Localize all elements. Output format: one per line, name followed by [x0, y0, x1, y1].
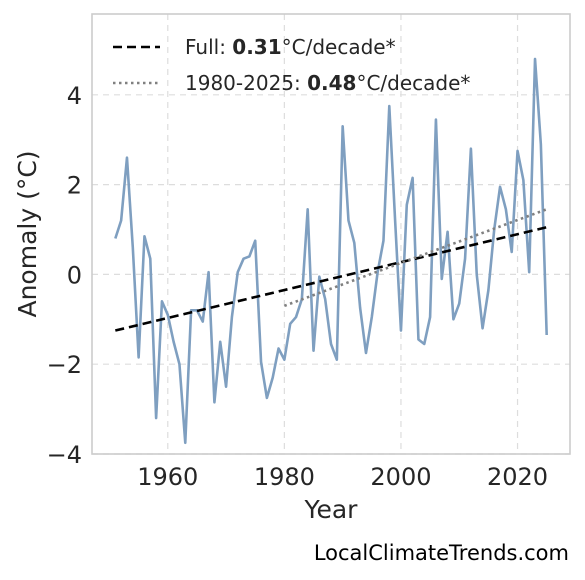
y-tick-label: −4: [47, 441, 82, 469]
recent-trend-line: [283, 208, 548, 308]
x-tick-label: 2020: [487, 463, 548, 491]
legend-label-suffix: °C/decade*: [356, 71, 470, 95]
y-axis-label: Anomaly (°C): [13, 150, 42, 317]
y-tick-label: 0: [67, 261, 82, 289]
x-tick-label: 1980: [254, 463, 315, 491]
legend-label-prefix: 1980-2025:: [185, 71, 307, 95]
tick-labels: 1960 1980 2000 2020 −4 −2 0 2 4: [47, 82, 548, 491]
x-axis-label: Year: [304, 495, 359, 524]
plot-frame: [91, 13, 571, 455]
x-tick-label: 1960: [137, 463, 198, 491]
data-layer: [114, 57, 548, 445]
full-trend-line: [115, 226, 547, 332]
recent-legend-label: 1980-2025: 0.48°C/decade*: [185, 71, 470, 95]
y-tick-label: −2: [47, 351, 82, 379]
watermark-text: LocalClimateTrends.com: [314, 541, 569, 565]
legend-label-rate: 0.48: [307, 71, 356, 95]
legend-label-rate: 0.31: [232, 35, 281, 59]
legend: Full: 0.31°C/decade*1980-2025: 0.48°C/de…: [113, 35, 470, 95]
legend-label-prefix: Full:: [185, 35, 232, 59]
y-tick-label: 4: [67, 82, 82, 110]
anomaly-series-line: [114, 57, 548, 445]
full-legend-label: Full: 0.31°C/decade*: [185, 35, 396, 59]
x-tick-label: 2000: [370, 463, 431, 491]
y-tick-label: 2: [67, 172, 82, 200]
legend-label-suffix: °C/decade*: [282, 35, 396, 59]
